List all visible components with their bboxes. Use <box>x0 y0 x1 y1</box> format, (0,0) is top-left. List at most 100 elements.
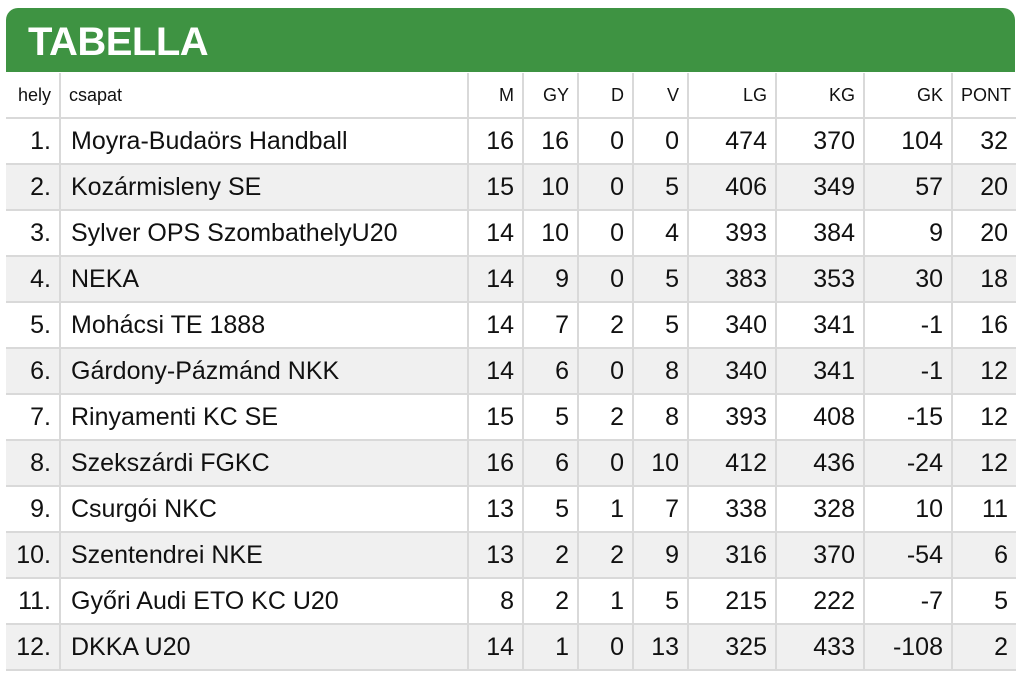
cell-gy: 6 <box>523 348 579 395</box>
cell-pont: 12 <box>952 394 1016 441</box>
cell-kg: 341 <box>776 302 865 349</box>
cell-m: 13 <box>468 532 524 579</box>
cell-hely: 12. <box>6 624 61 671</box>
cell-pont: 20 <box>952 164 1016 211</box>
cell-m: 14 <box>468 624 524 671</box>
cell-gy: 10 <box>523 210 579 257</box>
cell-pont: 11 <box>952 486 1016 533</box>
column-header-m: M <box>468 73 524 119</box>
column-header-lg: LG <box>688 73 777 119</box>
cell-pont: 12 <box>952 348 1016 395</box>
cell-lg: 393 <box>688 210 777 257</box>
cell-m: 15 <box>468 394 524 441</box>
table-row: 9. Csurgói NKC 13 5 1 7 338 328 10 11 <box>6 486 1016 533</box>
cell-lg: 340 <box>688 348 777 395</box>
cell-pont: 16 <box>952 302 1016 349</box>
cell-pont: 5 <box>952 578 1016 625</box>
column-header-kg: KG <box>776 73 865 119</box>
cell-kg: 408 <box>776 394 865 441</box>
cell-d: 2 <box>578 302 634 349</box>
cell-gk: 10 <box>864 486 953 533</box>
cell-kg: 436 <box>776 440 865 487</box>
cell-m: 14 <box>468 256 524 303</box>
table-row: 11. Győri Audi ETO KC U20 8 2 1 5 215 222 -7 5 <box>6 578 1016 625</box>
cell-kg: 349 <box>776 164 865 211</box>
cell-d: 0 <box>578 164 634 211</box>
cell-m: 14 <box>468 302 524 349</box>
cell-kg: 370 <box>776 532 865 579</box>
table-row: 3. Sylver OPS SzombathelyU20 14 10 0 4 393 384 9… <box>6 210 1016 257</box>
cell-d: 0 <box>578 624 634 671</box>
column-header-gy: GY <box>523 73 579 119</box>
cell-gk: -108 <box>864 624 953 671</box>
table-row: 6. Gárdony-Pázmánd NKK 14 6 0 8 340 341 -1 12 <box>6 348 1016 395</box>
cell-pont: 12 <box>952 440 1016 487</box>
cell-v: 4 <box>633 210 689 257</box>
cell-v: 7 <box>633 486 689 533</box>
cell-gk: -7 <box>864 578 953 625</box>
cell-hely: 10. <box>6 532 61 579</box>
cell-gy: 10 <box>523 164 579 211</box>
cell-hely: 4. <box>6 256 61 303</box>
cell-hely: 7. <box>6 394 61 441</box>
cell-lg: 412 <box>688 440 777 487</box>
standings-table: hely csapat M GY D V LG KG GK PONT 1. Moy… <box>6 73 1016 671</box>
cell-kg: 433 <box>776 624 865 671</box>
cell-kg: 328 <box>776 486 865 533</box>
cell-v: 10 <box>633 440 689 487</box>
cell-hely: 11. <box>6 578 61 625</box>
cell-pont: 20 <box>952 210 1016 257</box>
cell-kg: 370 <box>776 118 865 165</box>
cell-v: 5 <box>633 164 689 211</box>
cell-d: 0 <box>578 348 634 395</box>
standings-body: 1. Moyra-Budaörs Handball 16 16 0 0 474 370 104 3… <box>6 118 1016 671</box>
cell-csapat: Csurgói NKC <box>60 486 469 533</box>
cell-lg: 215 <box>688 578 777 625</box>
cell-gy: 5 <box>523 394 579 441</box>
cell-pont: 32 <box>952 118 1016 165</box>
cell-m: 14 <box>468 210 524 257</box>
cell-lg: 340 <box>688 302 777 349</box>
cell-v: 5 <box>633 578 689 625</box>
cell-m: 15 <box>468 164 524 211</box>
cell-gk: 30 <box>864 256 953 303</box>
cell-lg: 393 <box>688 394 777 441</box>
cell-csapat: Kozármisleny SE <box>60 164 469 211</box>
table-row: 2. Kozármisleny SE 15 10 0 5 406 349 57 20 <box>6 164 1016 211</box>
cell-gk: 9 <box>864 210 953 257</box>
cell-d: 0 <box>578 118 634 165</box>
cell-gy: 5 <box>523 486 579 533</box>
cell-csapat: Szekszárdi FGKC <box>60 440 469 487</box>
table-row: 12. DKKA U20 14 1 0 13 325 433 -108 2 <box>6 624 1016 671</box>
cell-m: 16 <box>468 118 524 165</box>
cell-csapat: NEKA <box>60 256 469 303</box>
cell-lg: 474 <box>688 118 777 165</box>
cell-lg: 325 <box>688 624 777 671</box>
column-header-gk: GK <box>864 73 953 119</box>
cell-d: 2 <box>578 532 634 579</box>
cell-hely: 2. <box>6 164 61 211</box>
cell-hely: 6. <box>6 348 61 395</box>
cell-gk: -24 <box>864 440 953 487</box>
cell-lg: 316 <box>688 532 777 579</box>
cell-lg: 338 <box>688 486 777 533</box>
cell-csapat: Moyra-Budaörs Handball <box>60 118 469 165</box>
cell-csapat: Gárdony-Pázmánd NKK <box>60 348 469 395</box>
table-header-bar: TABELLA <box>6 8 1015 72</box>
cell-hely: 8. <box>6 440 61 487</box>
header-row: hely csapat M GY D V LG KG GK PONT <box>6 73 1016 119</box>
cell-v: 5 <box>633 302 689 349</box>
column-header-pont: PONT <box>952 73 1016 119</box>
cell-gy: 2 <box>523 532 579 579</box>
cell-d: 1 <box>578 486 634 533</box>
cell-d: 0 <box>578 440 634 487</box>
column-header-d: D <box>578 73 634 119</box>
cell-lg: 383 <box>688 256 777 303</box>
cell-d: 2 <box>578 394 634 441</box>
cell-pont: 18 <box>952 256 1016 303</box>
cell-kg: 353 <box>776 256 865 303</box>
cell-hely: 1. <box>6 118 61 165</box>
table-row: 8. Szekszárdi FGKC 16 6 0 10 412 436 -24 12 <box>6 440 1016 487</box>
cell-gk: 57 <box>864 164 953 211</box>
table-row: 10. Szentendrei NKE 13 2 2 9 316 370 -54 6 <box>6 532 1016 579</box>
